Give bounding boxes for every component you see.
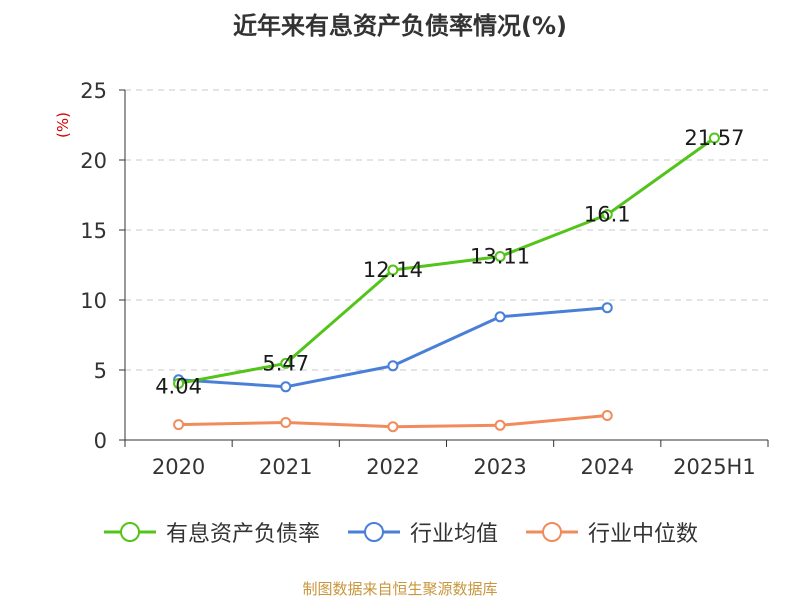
y-tick-label: 20 <box>80 149 107 173</box>
data-point <box>601 302 613 314</box>
data-label: 21.57 <box>684 126 744 150</box>
x-tick-label: 2020 <box>152 455 205 479</box>
data-point <box>494 311 506 323</box>
series-line <box>178 306 608 389</box>
legend-item-interest-debt-ratio[interactable]: 有息资产负债率 <box>102 516 320 548</box>
legend-label: 有息资产负债率 <box>165 522 320 547</box>
y-tick-label: 15 <box>80 219 107 243</box>
data-point <box>387 421 399 433</box>
legend-item-industry-median[interactable]: 行业中位数 <box>524 516 698 548</box>
data-point <box>280 417 292 428</box>
data-label: 13.11 <box>470 244 530 268</box>
data-label: 4.04 <box>155 374 202 398</box>
legend-label: 行业中位数 <box>588 522 699 547</box>
data-label: 5.47 <box>262 351 309 375</box>
legend-label: 行业均值 <box>409 522 498 547</box>
y-tick-label: 10 <box>80 289 107 313</box>
data-point <box>601 410 613 421</box>
data-point <box>601 209 613 221</box>
y-tick-label: 0 <box>94 429 107 453</box>
legend-swatch-icon <box>526 522 578 542</box>
data-label: 16.1 <box>584 203 631 227</box>
legend-swatch-icon <box>347 522 400 542</box>
data-label: 12.14 <box>363 258 423 282</box>
data-point <box>280 381 292 393</box>
chart-title: 近年来有息资产负债率情况(%) <box>233 12 567 40</box>
y-axis-label: (%) <box>54 112 72 138</box>
x-tick-label: 2023 <box>473 455 526 479</box>
data-point <box>173 419 185 431</box>
data-point <box>173 377 185 389</box>
x-tick-label: 2021 <box>259 455 312 479</box>
data-point <box>280 357 292 369</box>
y-tick-label: 25 <box>80 79 107 103</box>
data-point <box>387 360 399 372</box>
x-tick-label: 2025H1 <box>673 455 756 479</box>
legend-item-industry-mean[interactable]: 行业均值 <box>346 516 498 548</box>
legend: 有息资产负债率 行业均值 行业中位数 <box>0 516 800 548</box>
data-point <box>387 264 399 276</box>
legend-swatch-icon <box>103 522 156 542</box>
x-tick-label: 2024 <box>581 455 634 479</box>
data-point <box>494 250 506 262</box>
source-note: 制图数据来自恒生聚源数据库 <box>302 580 498 598</box>
series-line <box>178 136 716 385</box>
data-point <box>708 132 720 144</box>
data-point <box>494 419 506 431</box>
x-tick-label: 2022 <box>366 455 419 479</box>
y-tick-label: 5 <box>94 359 107 383</box>
